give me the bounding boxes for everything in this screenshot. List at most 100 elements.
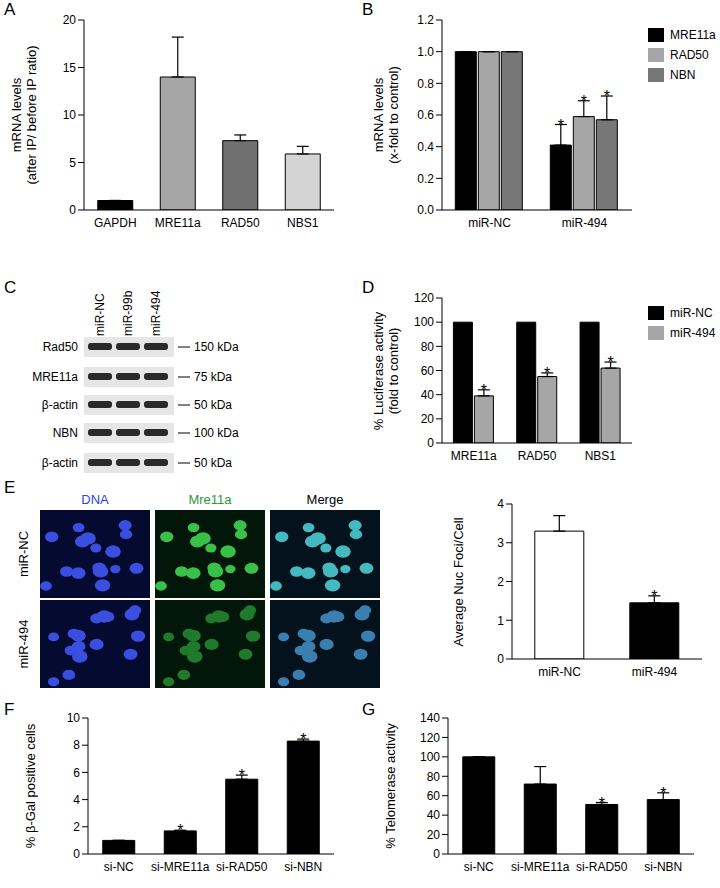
svg-text:4: 4	[497, 497, 504, 511]
svg-text:β-actin: β-actin	[42, 398, 78, 412]
svg-text:5: 5	[69, 156, 76, 170]
svg-text:NBS1: NBS1	[287, 216, 319, 230]
svg-text:si-MRE11a: si-MRE11a	[151, 860, 210, 874]
svg-text:40: 40	[421, 388, 435, 402]
svg-text:50 kDa: 50 kDa	[194, 398, 232, 412]
svg-text:20: 20	[63, 13, 77, 27]
html-text:% Telomerase activity: % Telomerase activity	[382, 723, 398, 849]
svg-text:si-NC: si-NC	[104, 860, 134, 874]
svg-text:*: *	[607, 354, 613, 371]
svg-text:*: *	[604, 88, 610, 105]
html-text:G: G	[362, 700, 376, 719]
svg-text:50 kDa: 50 kDa	[194, 456, 232, 470]
svg-text:2: 2	[497, 575, 504, 589]
svg-text:60: 60	[421, 364, 435, 378]
html-text:MRE11a: MRE11a	[670, 28, 716, 42]
svg-text:*: *	[558, 117, 564, 134]
svg-text:20: 20	[427, 828, 441, 842]
svg-text:0.4: 0.4	[417, 140, 434, 154]
svg-text:DNA: DNA	[81, 492, 109, 507]
svg-text:*: *	[660, 785, 666, 802]
html-text:RAD50: RAD50	[670, 48, 709, 62]
svg-text:RAD50: RAD50	[221, 216, 260, 230]
svg-text:60: 60	[427, 789, 441, 803]
svg-text:80: 80	[427, 770, 441, 784]
svg-text:8: 8	[73, 738, 80, 752]
html-text:(x-fold to control): (x-fold to control)	[386, 66, 401, 164]
html-text:% β-Gal positive cells: % β-Gal positive cells	[22, 723, 38, 849]
svg-text:1.0: 1.0	[417, 45, 434, 59]
svg-text:*: *	[581, 93, 587, 110]
svg-text:MRE11a: MRE11a	[451, 449, 497, 463]
svg-text:MRE11a: MRE11a	[155, 216, 201, 230]
svg-text:100 kDa: 100 kDa	[194, 426, 239, 440]
svg-text:10: 10	[63, 108, 77, 122]
svg-text:4: 4	[73, 793, 80, 807]
svg-text:NBS1: NBS1	[585, 449, 617, 463]
svg-text:GAPDH: GAPDH	[94, 216, 137, 230]
svg-text:0: 0	[73, 847, 80, 861]
svg-text:15: 15	[63, 61, 77, 75]
svg-text:120: 120	[420, 731, 440, 745]
svg-text:si-RAD50: si-RAD50	[216, 860, 268, 874]
svg-text:0.6: 0.6	[417, 108, 434, 122]
svg-text:*: *	[544, 365, 550, 382]
svg-text:0: 0	[497, 652, 504, 666]
svg-text:β-actin: β-actin	[42, 456, 78, 470]
svg-text:si-MRE11a: si-MRE11a	[511, 860, 570, 874]
html-text:% Luciferase activity: % Luciferase activity	[371, 311, 386, 430]
html-text:(after IP/ before IP ratio): (after IP/ before IP ratio)	[24, 45, 39, 185]
svg-text:1: 1	[497, 614, 504, 628]
svg-text:2: 2	[73, 820, 80, 834]
svg-text:miR-99b: miR-99b	[121, 290, 135, 336]
svg-text:0: 0	[69, 203, 76, 217]
svg-text:1.2: 1.2	[417, 13, 434, 27]
svg-text:miR-494: miR-494	[16, 619, 31, 668]
svg-text:MRE11a: MRE11a	[32, 370, 78, 384]
svg-text:miR-NC: miR-NC	[93, 293, 107, 336]
svg-text:si-NC: si-NC	[464, 860, 494, 874]
html-text:NBN: NBN	[670, 68, 696, 82]
svg-text:NBN: NBN	[53, 426, 78, 440]
html-text:mRNA levels: mRNA levels	[9, 77, 24, 153]
svg-text:miR-494: miR-494	[149, 290, 163, 336]
svg-text:miR-494: miR-494	[562, 216, 608, 230]
svg-text:100: 100	[414, 315, 434, 329]
svg-text:20: 20	[421, 412, 435, 426]
svg-text:*: *	[481, 382, 487, 399]
svg-text:0.0: 0.0	[417, 203, 434, 217]
svg-text:*: *	[651, 588, 657, 605]
svg-text:0.2: 0.2	[417, 172, 434, 186]
svg-text:140: 140	[420, 711, 440, 725]
svg-text:miR-NC: miR-NC	[16, 531, 31, 577]
svg-text:6: 6	[73, 766, 80, 780]
svg-text:Mre11a: Mre11a	[188, 492, 232, 507]
svg-text:75 kDa: 75 kDa	[194, 370, 232, 384]
svg-text:150 kDa: 150 kDa	[194, 340, 239, 354]
svg-text:RAD50: RAD50	[518, 449, 557, 463]
html-text:(fold to control): (fold to control)	[386, 327, 401, 414]
svg-text:si-RAD50: si-RAD50	[576, 860, 628, 874]
html-text:mRNA levels: mRNA levels	[371, 77, 386, 153]
svg-text:si-NBN: si-NBN	[284, 860, 322, 874]
svg-text:0.8: 0.8	[417, 77, 434, 91]
svg-text:*: *	[300, 731, 306, 748]
svg-text:10: 10	[67, 711, 81, 725]
svg-text:80: 80	[421, 340, 435, 354]
svg-text:Merge: Merge	[307, 492, 344, 507]
svg-text:120: 120	[414, 291, 434, 305]
svg-text:*: *	[599, 795, 605, 812]
svg-text:miR-NC: miR-NC	[468, 216, 511, 230]
svg-text:0: 0	[427, 436, 434, 450]
html-text:Average Nuc Foci/Cell: Average Nuc Foci/Cell	[450, 517, 466, 646]
svg-text:si-NBN: si-NBN	[644, 860, 682, 874]
svg-text:40: 40	[427, 808, 441, 822]
svg-text:3: 3	[497, 536, 504, 550]
svg-text:*: *	[239, 767, 245, 784]
svg-text:0: 0	[433, 847, 440, 861]
svg-text:*: *	[177, 822, 183, 839]
svg-text:100: 100	[420, 750, 440, 764]
svg-text:Rad50: Rad50	[43, 340, 79, 354]
svg-text:miR-NC: miR-NC	[538, 665, 581, 679]
svg-text:miR-494: miR-494	[632, 665, 678, 679]
